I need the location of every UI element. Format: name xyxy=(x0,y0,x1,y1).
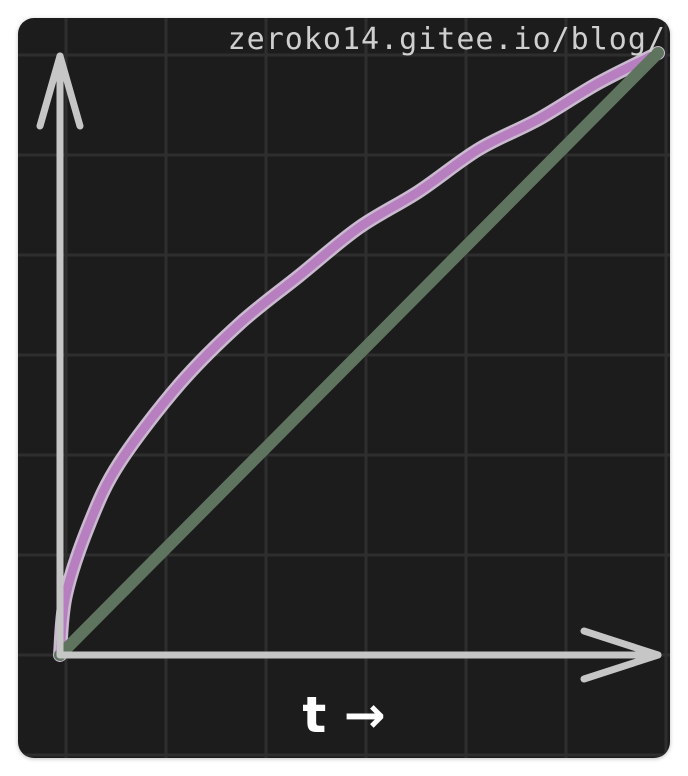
watermark-text: zeroko14.gitee.io/blog/ xyxy=(227,22,666,57)
x-axis-arrowhead xyxy=(580,627,662,683)
x-axis-label: t → xyxy=(302,686,386,744)
series-layer xyxy=(53,46,665,662)
y-axis-arrowhead xyxy=(36,52,84,130)
chart-card: zeroko14.gitee.io/blog/ t → xyxy=(18,18,670,758)
series-linear-line xyxy=(54,47,664,661)
series-curve-line xyxy=(55,48,663,660)
grid xyxy=(18,18,670,758)
axes xyxy=(36,52,662,683)
chart-plot xyxy=(18,18,670,758)
